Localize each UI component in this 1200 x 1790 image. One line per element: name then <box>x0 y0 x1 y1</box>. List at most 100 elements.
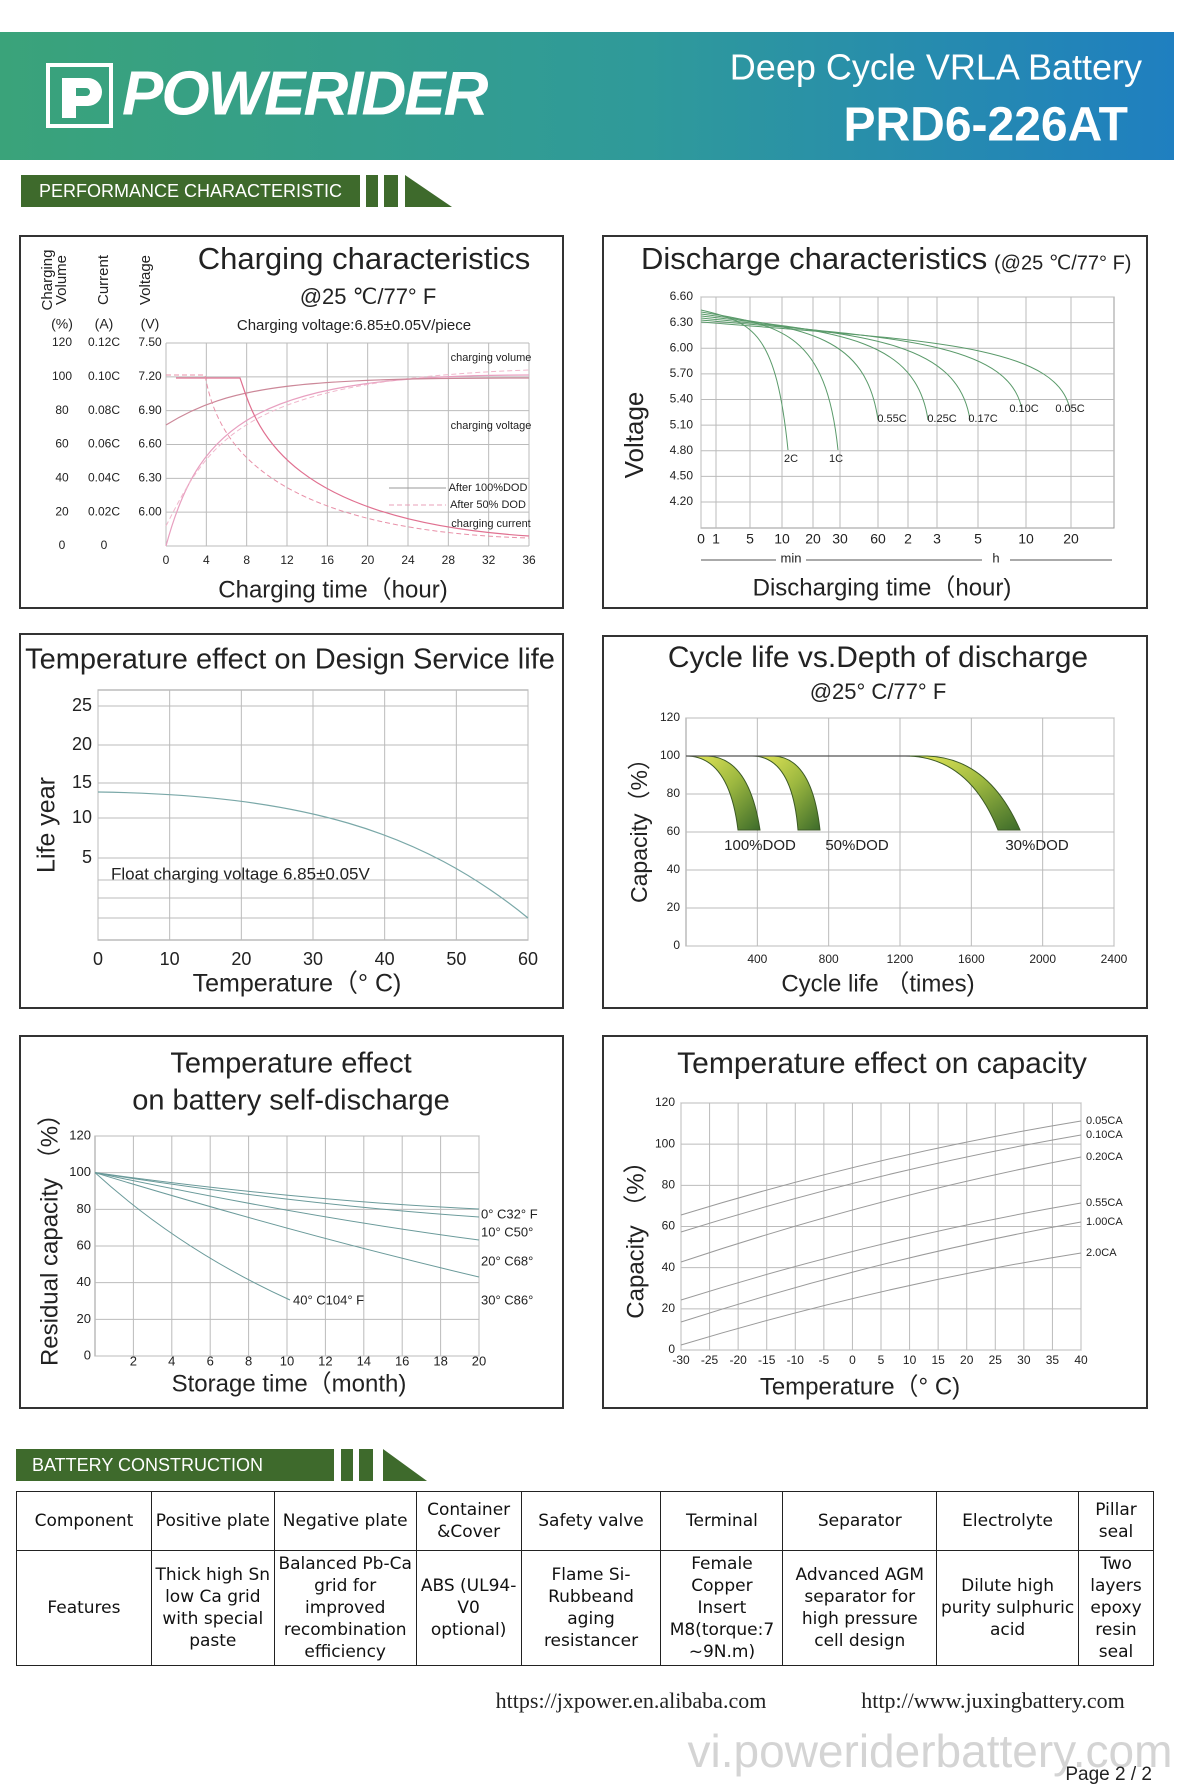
curve <box>165 374 530 547</box>
x-tick-label: 5 <box>746 531 754 547</box>
stripe <box>366 175 378 207</box>
x-tick-label: 0 <box>93 949 103 969</box>
curve <box>700 315 929 421</box>
y-tick-label: 40 <box>667 862 681 876</box>
curve <box>680 1221 1082 1323</box>
curve <box>680 1134 1082 1233</box>
chart-text: Storage time（month) <box>172 1370 407 1397</box>
chart-text: Charging characteristics <box>198 241 531 276</box>
triangle <box>405 175 452 207</box>
curve <box>94 1172 480 1218</box>
x-tick-label: -20 <box>729 1353 747 1367</box>
feature-cell: Balanced Pb-Ca grid for improved recombi… <box>273 1550 417 1666</box>
chart-text: Temperature effect on Design Service lif… <box>25 644 555 676</box>
x-tick-label: -15 <box>758 1353 776 1367</box>
y-tick-label: 6.60 <box>670 289 694 303</box>
x-tick-label: 10 <box>160 949 180 969</box>
y-tick-label: 80 <box>77 1201 91 1216</box>
charts: Charging characteristics @25 ℃/77° F Charg… <box>19 235 1148 1409</box>
annotation: 1.00CA <box>1086 1216 1123 1228</box>
y-tick-label: 0 <box>101 538 108 552</box>
axis-unit: (%) <box>51 316 73 332</box>
axis-unit: (V) <box>141 316 160 332</box>
y-tick-label: 0.02C <box>88 504 120 518</box>
y-tick-label: 0.10C <box>88 369 120 383</box>
features-row: Features Thick high Sn low Ca grid with s… <box>16 1550 1154 1666</box>
y-tick-label: 10 <box>72 807 92 827</box>
construction-table: Component Positive plate Negative plate Con… <box>16 1491 1154 1666</box>
annotation: charging voltage <box>451 420 532 432</box>
header-cell: Terminal <box>660 1491 784 1551</box>
section-title: BATTERY CONSTRUCTION <box>32 1455 263 1475</box>
x-tick-label: -10 <box>787 1353 805 1367</box>
curve <box>904 755 1021 831</box>
y-tick-label: 7.50 <box>138 335 162 349</box>
x-tick-label: 2400 <box>1101 952 1128 966</box>
x-tick-label: 3 <box>933 531 941 547</box>
chart-box <box>19 633 564 1009</box>
y-tick-label: 5.70 <box>670 366 694 380</box>
y-tick-label: 0.06C <box>88 437 120 451</box>
url[interactable]: http://www.juxingbattery.com <box>861 1688 1125 1713</box>
chart-text: Charging time（hour) <box>218 576 447 603</box>
x-tick-label: 400 <box>747 952 767 966</box>
curve <box>700 319 1023 411</box>
x-tick-label: 30 <box>1017 1353 1031 1367</box>
y-tick-label: 0 <box>673 938 680 952</box>
y-tick-label: 0 <box>59 538 66 552</box>
feature-cell: Advanced AGM separator for high pressure… <box>782 1550 938 1666</box>
x-tick-label: 8 <box>243 553 250 567</box>
annotation: 0.55C <box>877 413 906 425</box>
y-tick-label: 60 <box>667 824 681 838</box>
x-tick-label: 24 <box>401 553 415 567</box>
y-tick-label: 4.20 <box>670 494 694 508</box>
x-tick-label: 10 <box>774 531 790 547</box>
section-title: PERFORMANCE CHARACTERISTIC <box>39 181 342 201</box>
x-tick-label: 4 <box>203 553 210 567</box>
chart-text: on battery self-discharge <box>132 1085 450 1117</box>
header-band <box>0 32 1174 160</box>
annotation: 0.05C <box>1055 403 1084 415</box>
y-tick-label: 5 <box>82 847 92 867</box>
feature-cell: ABS (UL94-V0 optional) <box>415 1550 522 1666</box>
feature-cell: Thick high Sn low Ca grid with special p… <box>150 1550 275 1666</box>
chart-text: Temperature（° C) <box>193 970 402 998</box>
annotation: 50%DOD <box>825 837 889 854</box>
chart-text: Cycle life （times) <box>781 970 974 997</box>
y-tick-label: 0 <box>668 1342 675 1356</box>
x-tick-label: 5 <box>878 1353 885 1367</box>
annotation: 40° C104° F <box>293 1292 364 1307</box>
annotation: 30° C86° <box>481 1292 533 1307</box>
chart-text: Capacity（%） <box>626 747 652 903</box>
y-tick-label: 6.90 <box>138 403 162 417</box>
y-tick-label: 80 <box>662 1178 676 1192</box>
y-tick-label: 60 <box>662 1219 676 1233</box>
curve <box>700 311 839 451</box>
section-clip: PERFORMANCE CHARACTERISTIC <box>39 181 342 201</box>
annotation: 0.10CA <box>1086 1129 1123 1141</box>
feature-cell: Features <box>16 1550 152 1666</box>
chart-text: Charging voltage:6.85±0.05V/piece <box>237 317 471 334</box>
y-tick-label: 25 <box>72 695 92 715</box>
curve <box>680 1156 1082 1263</box>
section-bg <box>21 175 360 207</box>
y-tick-label: 0.12C <box>88 335 120 349</box>
curve <box>700 317 971 421</box>
section-bar: BATTERY CONSTRUCTION <box>16 1449 427 1481</box>
y-tick-label: 6.00 <box>138 504 162 518</box>
section-bg <box>16 1449 334 1481</box>
x-tick-label: 60 <box>870 531 886 547</box>
axis-header: Volume <box>53 255 70 305</box>
header-cell: Safety valve <box>520 1491 662 1551</box>
axis-header: Voltage <box>137 255 154 305</box>
y-tick-label: 0.04C <box>88 471 120 485</box>
logo-box <box>46 63 113 128</box>
x-tick-label: -25 <box>701 1353 719 1367</box>
axis-header: Charging <box>39 250 56 311</box>
annotation: 0.10C <box>1009 403 1038 415</box>
curve <box>751 755 821 831</box>
curve <box>165 377 530 426</box>
url[interactable]: https://jxpower.en.alibaba.com <box>496 1688 767 1713</box>
x-tick-label: 30 <box>832 531 848 547</box>
